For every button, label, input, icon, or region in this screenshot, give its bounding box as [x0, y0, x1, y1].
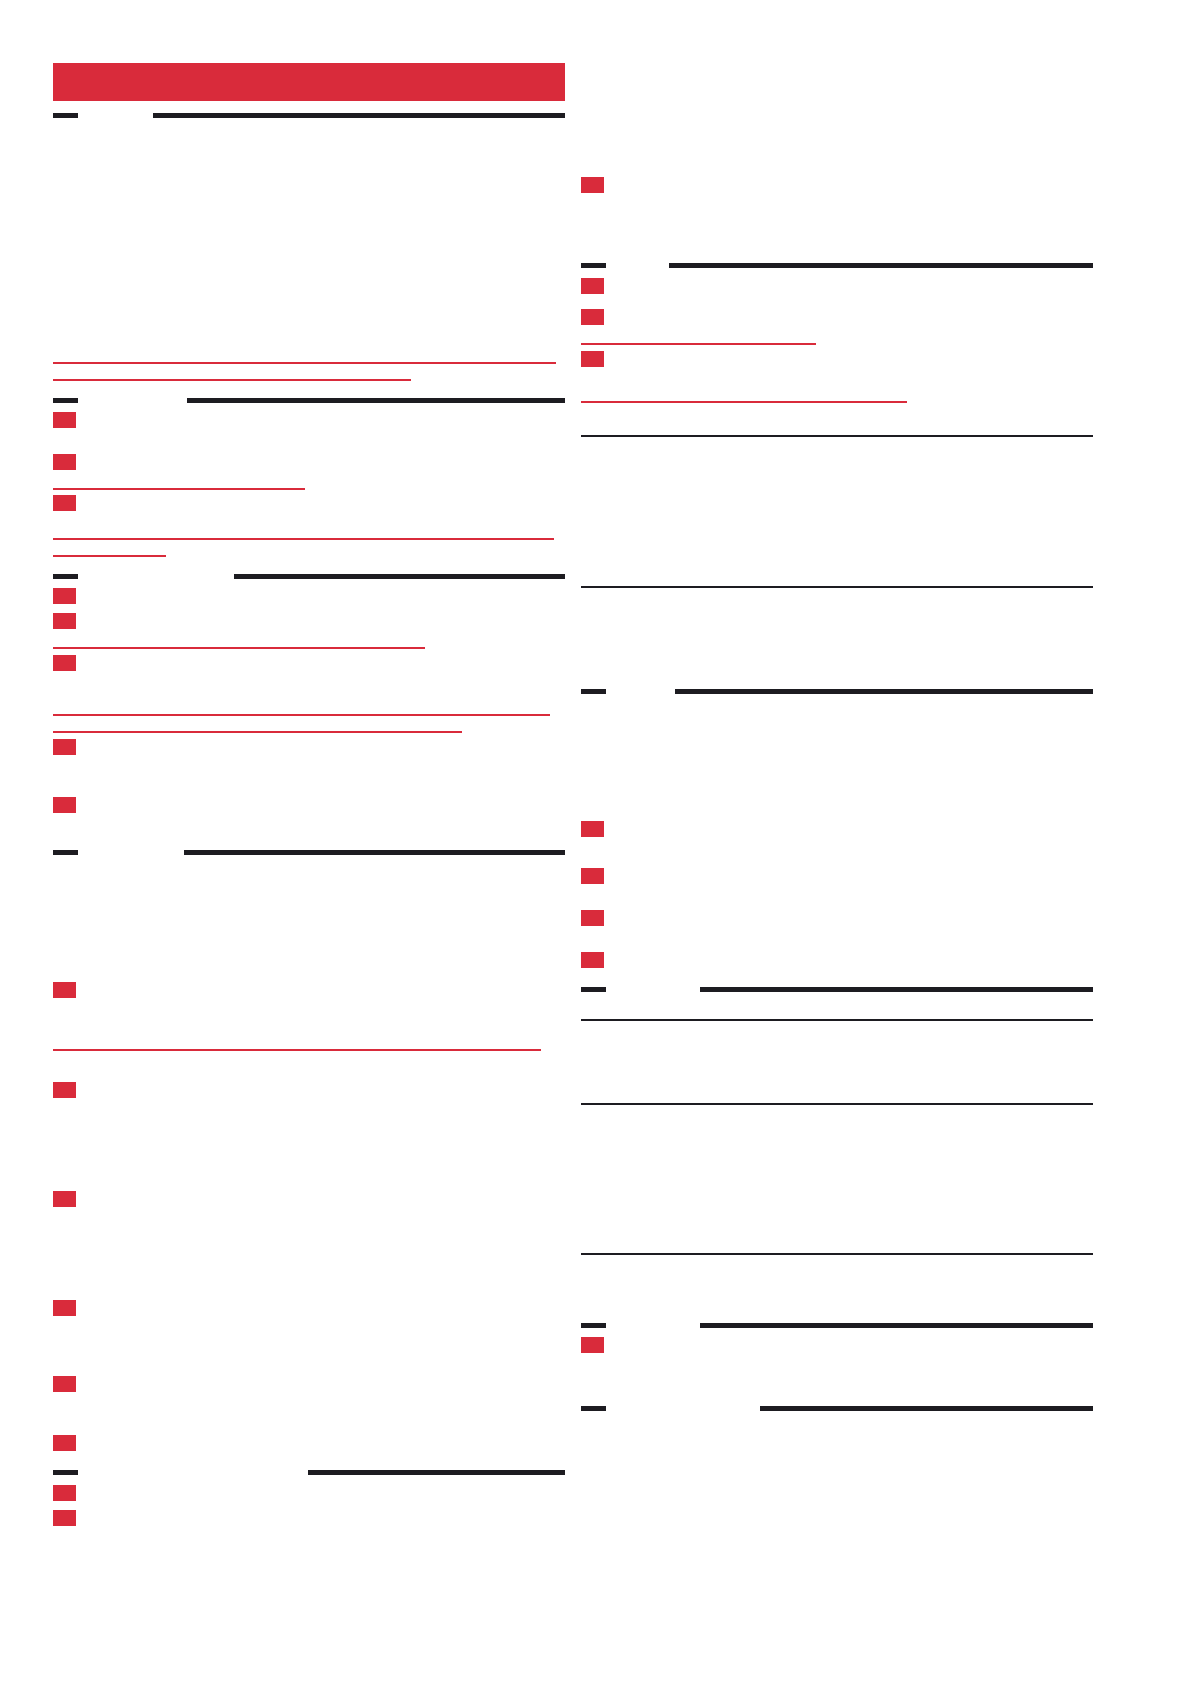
link-underline: [53, 488, 305, 490]
section-bar: [581, 1323, 1093, 1328]
bullet: [53, 1191, 76, 1207]
link-underline: [581, 343, 816, 345]
bullet: [53, 797, 76, 813]
bar-stub: [581, 1323, 606, 1328]
link-underline: [53, 538, 554, 540]
divider: [581, 1103, 1093, 1105]
bar-rule: [308, 1470, 565, 1475]
link-underline: [581, 401, 907, 403]
section-bar: [53, 574, 565, 579]
bullet: [581, 952, 604, 968]
bullet: [581, 177, 604, 193]
bullet: [53, 454, 76, 470]
bullet: [53, 982, 76, 998]
bar-stub: [581, 263, 606, 268]
header-bar: [53, 63, 565, 101]
bullet: [53, 412, 76, 428]
divider: [581, 435, 1093, 437]
section-bar: [581, 263, 1093, 268]
link-underline: [53, 555, 166, 557]
bullet: [53, 1510, 76, 1526]
bar-rule: [669, 263, 1093, 268]
bar-stub: [53, 398, 78, 403]
bar-stub: [581, 689, 606, 694]
link-underline: [53, 731, 462, 733]
section-bar: [53, 1470, 565, 1475]
section-bar: [581, 689, 1093, 694]
bullet: [53, 1485, 76, 1501]
bullet: [581, 278, 604, 294]
bullet: [53, 588, 76, 604]
bar-rule: [153, 113, 565, 118]
bar-stub: [53, 574, 78, 579]
bar-stub: [581, 1406, 606, 1411]
bullet: [53, 1376, 76, 1392]
bullet: [581, 910, 604, 926]
bar-stub: [53, 850, 78, 855]
link-underline: [53, 362, 556, 364]
bar-rule: [700, 1323, 1093, 1328]
bullet: [581, 309, 604, 325]
bullet: [53, 1300, 76, 1316]
bar-rule: [700, 987, 1093, 992]
bullet: [581, 1337, 604, 1353]
bar-stub: [53, 113, 78, 118]
section-bar: [581, 1406, 1093, 1411]
bullet: [581, 821, 604, 837]
link-underline: [53, 714, 550, 716]
bar-stub: [581, 987, 606, 992]
link-underline: [53, 647, 425, 649]
bullet: [53, 655, 76, 671]
section-bar: [581, 987, 1093, 992]
bar-rule: [187, 398, 565, 403]
divider: [581, 1253, 1093, 1255]
bullet: [53, 1435, 76, 1451]
bullet: [581, 868, 604, 884]
bullet: [53, 739, 76, 755]
section-bar: [53, 113, 565, 118]
section-bar: [53, 850, 565, 855]
divider: [581, 1019, 1093, 1021]
bullet: [53, 1082, 76, 1098]
divider: [581, 586, 1093, 588]
bar-rule: [675, 689, 1093, 694]
bullet: [581, 351, 604, 367]
bar-rule: [760, 1406, 1093, 1411]
link-underline: [53, 379, 411, 381]
bar-rule: [184, 850, 565, 855]
bar-stub: [53, 1470, 78, 1475]
bullet: [53, 613, 76, 629]
bar-rule: [234, 574, 565, 579]
section-bar: [53, 398, 565, 403]
link-underline: [53, 1049, 541, 1051]
bullet: [53, 495, 76, 511]
